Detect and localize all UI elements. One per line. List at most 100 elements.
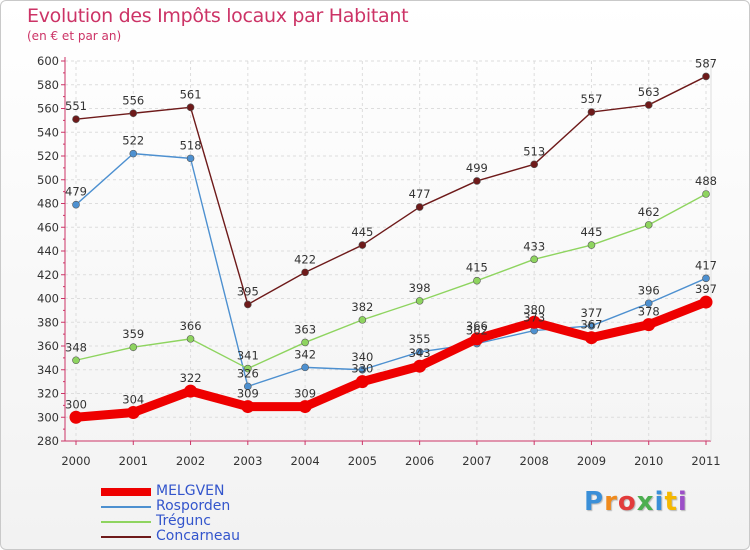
data-label-melgven: 378 [638,305,660,319]
data-point-tr-gunc [72,356,80,365]
y-tick-label: 320 [37,387,59,401]
data-point-melgven [527,315,541,329]
y-tick-label: 340 [37,363,59,377]
logo-letter: x [636,487,655,517]
logo-letter: t [664,487,678,517]
y-tick-label: 560 [37,102,59,116]
data-label-melgven: 309 [237,387,259,401]
data-point-rosporden [301,363,309,372]
data-point-melgven [470,332,484,346]
series-lines [69,72,713,424]
x-tick-label: 2002 [176,454,205,468]
data-label-melgven: 300 [65,397,87,411]
y-tick-label: 280 [37,434,59,448]
x-tick-label: 2004 [290,454,319,468]
data-point-tr-gunc [129,343,138,351]
data-point-rosporden [244,382,252,391]
data-label-tr-gunc: 445 [580,225,602,239]
legend-swatch [101,535,151,538]
x-tick-label: 2001 [119,454,148,468]
y-tick-label: 300 [37,410,59,424]
x-tick-label: 2006 [405,454,434,468]
chart-title: Evolution des Impôts locaux par Habitant [27,5,409,27]
legend-swatch [101,520,151,523]
data-point-rosporden [415,348,424,356]
data-label-melgven: 397 [695,282,717,296]
data-label-tr-gunc: 415 [466,261,488,275]
data-label-melgven: 380 [523,302,545,316]
data-point-tr-gunc [186,335,195,343]
data-point-rosporden [72,200,80,209]
logo-letter: r [604,487,618,517]
x-tick-labels: 2000 2001 2002 2003 2004 2005 2006 2007 2008 2009… [61,454,720,468]
data-point-rosporden [587,322,596,330]
series-line-rosporden [75,152,707,388]
data-point-rosporden [129,149,138,158]
data-point-tr-gunc [358,316,367,324]
data-point-concarneau [72,115,80,123]
data-label-rosporden: 373 [523,311,545,325]
data-point-concarneau [587,108,596,116]
data-label-rosporden: 396 [638,283,660,297]
data-point-melgven [355,375,369,389]
legend-item-concarneau: Concarneau [101,529,240,544]
y-tick-label: 520 [37,149,59,163]
data-point-concarneau [644,101,653,109]
legend-swatch [101,487,151,496]
y-tick-label: 440 [37,244,59,258]
data-label-concarneau: 556 [122,93,144,107]
x-tick-label: 2009 [577,454,606,468]
axes [61,57,712,445]
data-point-melgven [584,331,598,345]
data-label-melgven: 309 [294,387,316,401]
data-label-rosporden: 355 [409,332,431,346]
logo-letter: i [677,487,688,517]
legend-item-rosporden: Rosporden [101,499,240,514]
data-point-melgven [126,406,140,419]
x-tick-label: 2008 [520,454,549,468]
x-tick-label: 2007 [462,454,491,468]
data-label-concarneau: 499 [466,161,488,175]
data-label-tr-gunc: 398 [409,281,431,295]
data-point-concarneau [530,160,538,169]
data-point-concarneau [358,241,367,249]
data-labels: 479 522 518 326 342 340 355 362 373 377 396 417 348 3… [65,56,717,411]
data-label-rosporden: 342 [294,347,316,361]
data-label-concarneau: 561 [180,87,202,101]
series-line-melgven [71,297,711,422]
data-label-rosporden: 340 [351,350,373,364]
series-line-concarneau [75,75,707,306]
y-tick-label: 540 [37,125,59,139]
data-point-concarneau [129,109,138,118]
data-point-melgven [184,384,198,398]
legend-swatch [101,505,151,508]
y-tick-label: 500 [37,173,59,187]
data-point-concarneau [702,72,710,81]
y-tick-label: 460 [37,220,59,234]
data-point-melgven [413,359,427,373]
data-label-rosporden: 377 [580,306,602,320]
data-label-rosporden: 522 [122,134,144,148]
data-label-concarneau: 557 [580,92,602,106]
x-tick-label: 2010 [634,454,663,468]
data-label-melgven: 343 [409,346,431,360]
data-point-tr-gunc [301,338,309,347]
y-tick-label: 420 [37,268,59,282]
y-tick-label: 600 [37,54,59,68]
legend-label: Concarneau [156,528,240,544]
y-tick-label: 360 [37,339,59,353]
legend-item-melgven: MELGVEN [101,484,240,499]
data-point-tr-gunc [702,190,710,198]
data-label-concarneau: 563 [638,85,660,99]
data-point-melgven [699,295,713,309]
x-tick-label: 2011 [691,454,720,468]
data-point-tr-gunc [587,241,596,249]
data-point-rosporden [644,299,653,308]
y-tick-label: 480 [37,197,59,211]
data-point-melgven [241,400,255,414]
data-point-concarneau [244,300,252,309]
data-label-tr-gunc: 341 [237,349,259,363]
data-label-tr-gunc: 488 [695,174,717,188]
data-label-concarneau: 513 [523,144,545,158]
